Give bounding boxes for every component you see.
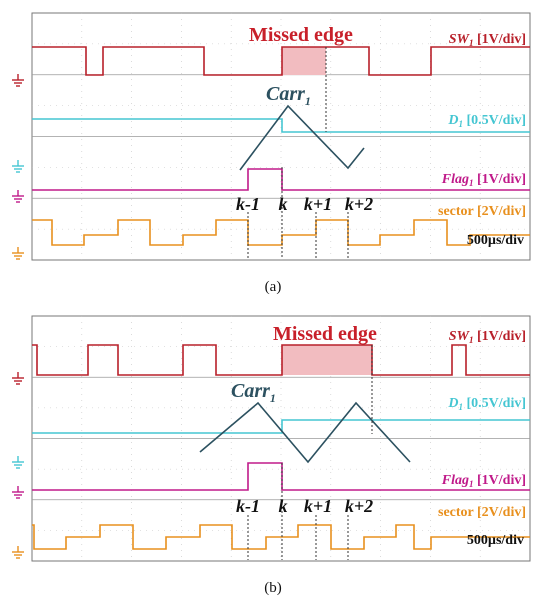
caption-a: (a) (265, 279, 282, 295)
ground-markers-a (12, 74, 24, 260)
flag1-trace-a (32, 168, 530, 191)
k-minus-1-label-a: k-1 (236, 194, 260, 214)
timebase-label-b: 500µs/div (467, 533, 524, 548)
k-plus-2-label-a: k+2 (345, 194, 373, 214)
k-label-b: k (279, 496, 288, 516)
carrier-trace-a (239, 104, 365, 171)
missed-edge-highlight-a (282, 47, 326, 75)
sector-channel-label-a: sector [2V/div] (438, 204, 526, 219)
sw1-channel-label-a: SW1 [1V/div] (449, 32, 526, 48)
d1-channel-label-a: D1 [0.5V/div] (447, 113, 526, 129)
caption-b: (b) (264, 580, 282, 596)
flag1-channel-label-a: Flag1 [1V/div] (441, 172, 526, 188)
sector-channel-label-b: sector [2V/div] (438, 505, 526, 520)
flag1-trace-b (32, 462, 530, 491)
carrier-trace-b (199, 401, 411, 464)
k-plus-1-label-b: k+1 (304, 496, 332, 516)
ground-icon-b-2 (12, 486, 24, 499)
ground-icon-a-0 (12, 74, 24, 87)
missed-edge-label-b: Missed edge (273, 323, 377, 345)
k-label-a: k (279, 194, 288, 214)
k-minus-1-label-b: k-1 (236, 496, 260, 516)
sw1-channel-label-b: SW1 [1V/div] (449, 329, 526, 345)
missed-edge-label-a: Missed edge (249, 24, 353, 46)
panel-a: Missed edge Carr1 SW1 [1V/div] D1 [0.5V/… (12, 12, 531, 295)
sector-trace-a (32, 219, 530, 246)
ground-icon-b-1 (12, 456, 24, 469)
carrier-label-b: Carr1 (231, 380, 276, 405)
grid-b (32, 316, 530, 561)
flag1-channel-label-b: Flag1 [1V/div] (441, 473, 526, 489)
cursors-b (247, 345, 373, 560)
panel-b: Missed edge Carr1 SW1 [1V/div] D1 [0.5V/… (12, 315, 531, 596)
ground-icon-b-3 (12, 546, 24, 559)
ground-icon-a-1 (12, 160, 24, 173)
ground-icon-b-0 (12, 372, 24, 385)
sw1-trace-b (32, 344, 530, 376)
cursors-a (247, 47, 349, 258)
d1-trace-a (32, 118, 530, 133)
d1-channel-label-b: D1 [0.5V/div] (447, 396, 526, 412)
k-plus-1-label-a: k+1 (304, 194, 332, 214)
sector-trace-b (32, 524, 530, 550)
sw1-trace-a (32, 46, 530, 76)
ground-icon-a-3 (12, 247, 24, 260)
timebase-label-a: 500µs/div (467, 233, 524, 248)
missed-edge-highlight-b (282, 345, 372, 375)
ground-markers-b (12, 372, 24, 559)
d1-trace-b (32, 419, 530, 434)
carrier-label-a: Carr1 (266, 83, 311, 108)
ground-icon-a-2 (12, 190, 24, 203)
k-plus-2-label-b: k+2 (345, 496, 373, 516)
